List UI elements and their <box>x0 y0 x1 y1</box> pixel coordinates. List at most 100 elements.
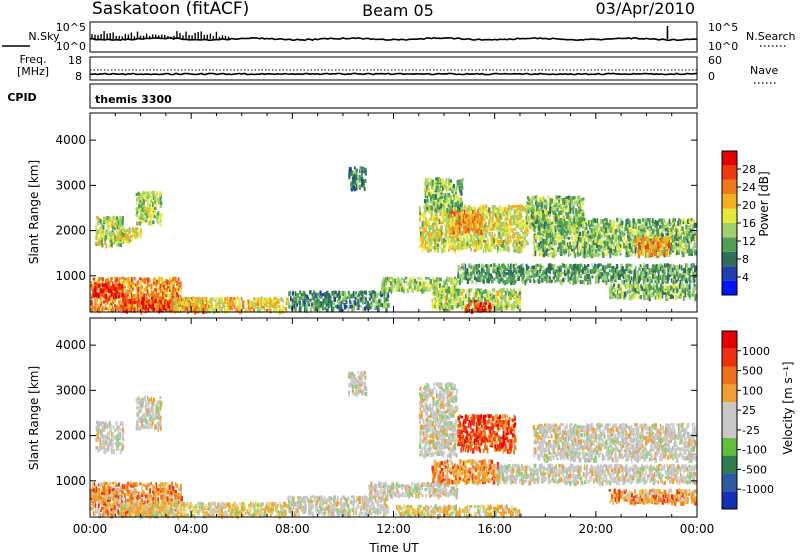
echo-cell <box>579 279 582 284</box>
echo-cell <box>441 225 443 230</box>
echo-cell <box>547 279 551 283</box>
echo-cell <box>461 306 464 310</box>
date-title: 03/Apr/2010 <box>595 0 695 18</box>
echo-cell <box>436 231 439 236</box>
echo-cell <box>578 241 580 245</box>
echo-cell <box>152 220 155 225</box>
echo-cell <box>525 228 529 233</box>
echo-cell <box>424 181 426 187</box>
echo-cell <box>509 290 512 296</box>
echo-cell <box>437 191 440 195</box>
echo-cell <box>482 305 485 311</box>
echo-cell <box>643 222 646 227</box>
echo-cell <box>609 219 611 224</box>
echo-cell <box>494 304 497 310</box>
echo-cell <box>522 234 526 238</box>
echo-cell <box>477 218 479 224</box>
echo-cell <box>572 250 575 256</box>
echo-cell <box>459 300 462 305</box>
echo-cell <box>102 300 106 304</box>
echo-cell <box>226 308 229 314</box>
echo-cell <box>677 243 680 247</box>
echo-cell <box>379 302 382 307</box>
echo-cell <box>531 272 535 277</box>
echo-cell <box>151 291 154 296</box>
noise-left-tick-top: 10^5 <box>56 21 86 34</box>
echo-cell <box>132 294 135 299</box>
echo-cell <box>473 270 475 274</box>
echo-cell <box>644 273 647 278</box>
echo-cell <box>424 226 427 229</box>
echo-cell <box>509 217 512 223</box>
echo-cell <box>358 292 360 297</box>
echo-cell <box>200 301 203 305</box>
echo-cell <box>355 178 358 184</box>
echo-cell <box>489 273 493 278</box>
echo-cell <box>501 297 503 302</box>
echo-cell <box>143 192 146 197</box>
echo-cell <box>474 306 477 312</box>
echo-cell <box>322 298 325 304</box>
echo-cell <box>462 242 465 247</box>
echo-cell <box>524 229 527 235</box>
echo-cell <box>650 272 652 276</box>
echo-cell <box>502 210 504 217</box>
echo-cell <box>550 230 553 234</box>
echo-cell <box>305 296 309 303</box>
echo-cell <box>447 239 451 245</box>
echo-cell <box>112 230 115 236</box>
echo-cell <box>116 232 120 237</box>
echo-cell <box>550 251 553 257</box>
echo-cell <box>437 279 440 285</box>
echo-cell <box>145 199 147 202</box>
echo-cell <box>139 199 142 203</box>
echo-cell <box>466 288 468 294</box>
echo-cell <box>424 235 427 240</box>
echo-cell <box>464 309 468 314</box>
echo-cell <box>359 165 361 170</box>
echo-cell <box>614 271 617 277</box>
echo-cell <box>159 291 162 297</box>
echo-cell <box>451 203 454 209</box>
echo-cell <box>605 223 608 228</box>
echo-cell <box>163 287 166 293</box>
echo-cell <box>518 288 521 292</box>
echo-cell <box>504 208 507 213</box>
echo-cell <box>580 237 582 242</box>
echo-cell <box>583 246 586 251</box>
echo-cell <box>504 214 508 218</box>
echo-cell <box>573 248 575 253</box>
echo-cell <box>483 232 485 236</box>
echo-cell <box>312 290 316 296</box>
echo-cell <box>415 280 418 285</box>
echo-cell <box>356 298 360 302</box>
echo-cell <box>350 168 352 173</box>
echo-cell <box>454 285 456 291</box>
echo-cell <box>533 232 537 238</box>
echo-cell <box>672 232 674 236</box>
echo-cell <box>660 245 664 249</box>
echo-cell <box>104 216 107 222</box>
echo-cell <box>428 177 432 181</box>
echo-cell <box>123 285 126 289</box>
echo-cell <box>567 253 570 257</box>
echo-cell <box>362 167 365 172</box>
echo-cell <box>435 246 438 250</box>
echo-cell <box>645 271 648 276</box>
echo-cell <box>469 238 473 243</box>
echo-cell <box>453 283 455 286</box>
echo-cell <box>444 302 447 308</box>
echo-cell <box>596 238 599 244</box>
echo-cell <box>508 240 511 245</box>
echo-cell <box>450 240 453 244</box>
echo-cell <box>432 233 435 238</box>
echo-cell <box>581 242 584 247</box>
echo-cell <box>358 174 361 180</box>
echo-cell <box>426 231 429 236</box>
echo-cell <box>437 247 440 253</box>
echo-cell <box>173 297 176 303</box>
echo-cell <box>466 304 470 308</box>
echo-cell <box>132 303 135 309</box>
echo-cell <box>634 292 636 295</box>
echo-cell <box>173 308 177 314</box>
